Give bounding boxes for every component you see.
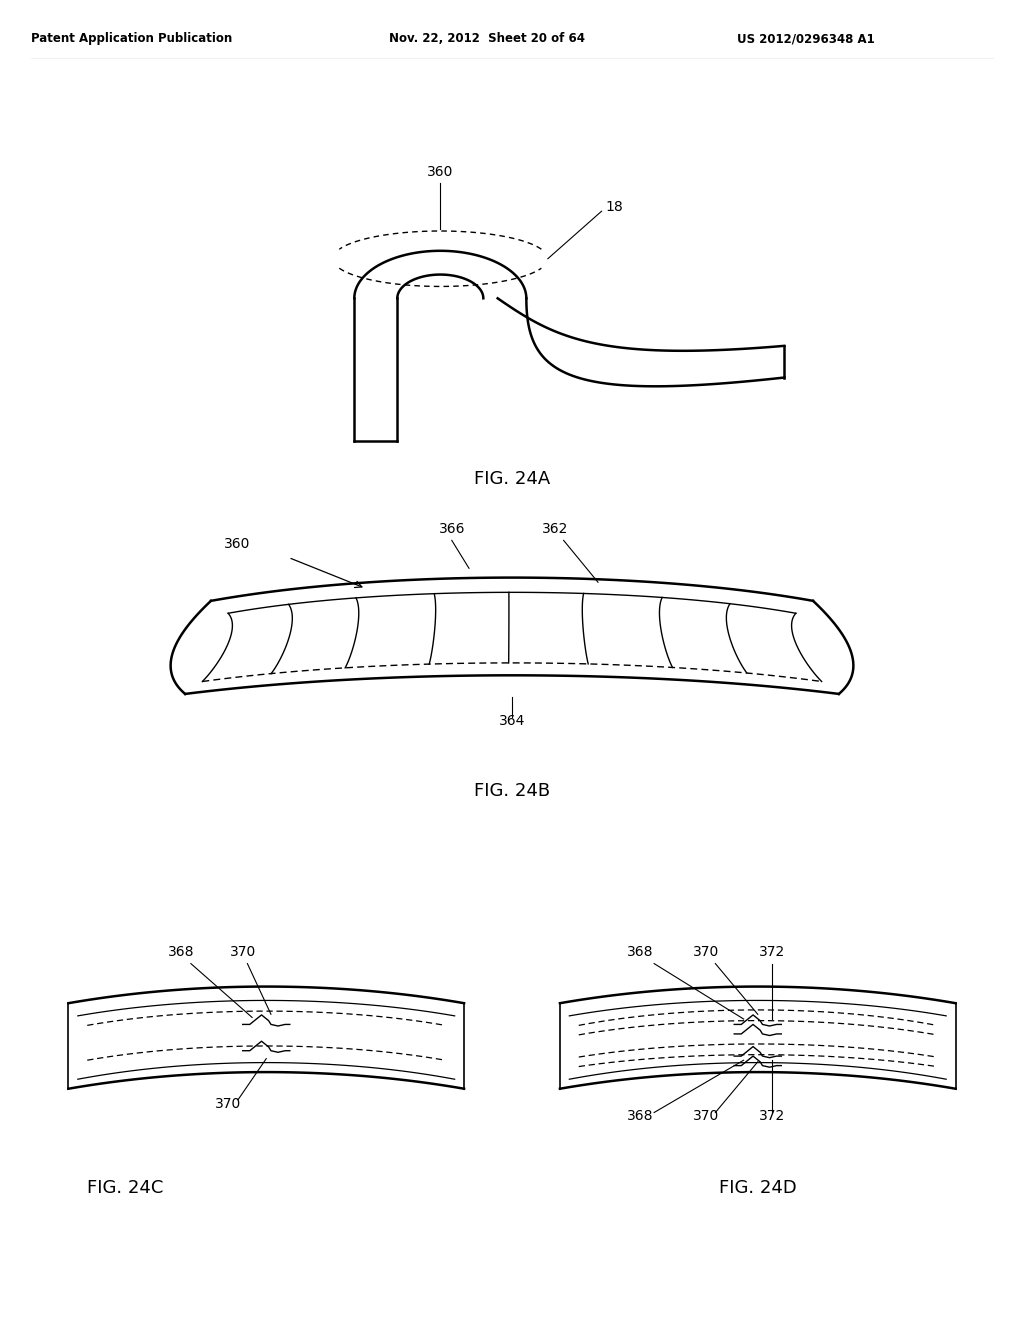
Text: 368: 368 <box>168 945 195 958</box>
Text: 362: 362 <box>542 521 568 536</box>
Text: 372: 372 <box>759 1109 785 1123</box>
Text: FIG. 24B: FIG. 24B <box>474 783 550 800</box>
Text: Patent Application Publication: Patent Application Publication <box>31 32 232 45</box>
Text: 366: 366 <box>438 521 465 536</box>
Text: 360: 360 <box>427 165 454 178</box>
Text: 370: 370 <box>693 1109 719 1123</box>
Text: US 2012/0296348 A1: US 2012/0296348 A1 <box>737 32 876 45</box>
Text: 368: 368 <box>627 1109 653 1123</box>
Text: 360: 360 <box>223 537 250 552</box>
Text: FIG. 24A: FIG. 24A <box>474 470 550 488</box>
Text: FIG. 24C: FIG. 24C <box>87 1179 163 1197</box>
Text: FIG. 24D: FIG. 24D <box>719 1179 797 1197</box>
Text: 364: 364 <box>499 714 525 727</box>
Text: 370: 370 <box>229 945 256 958</box>
Text: 368: 368 <box>627 945 653 958</box>
Text: 370: 370 <box>693 945 719 958</box>
Text: 372: 372 <box>759 945 785 958</box>
Text: 18: 18 <box>605 201 623 214</box>
Text: Nov. 22, 2012  Sheet 20 of 64: Nov. 22, 2012 Sheet 20 of 64 <box>389 32 585 45</box>
Text: 370: 370 <box>215 1097 242 1110</box>
